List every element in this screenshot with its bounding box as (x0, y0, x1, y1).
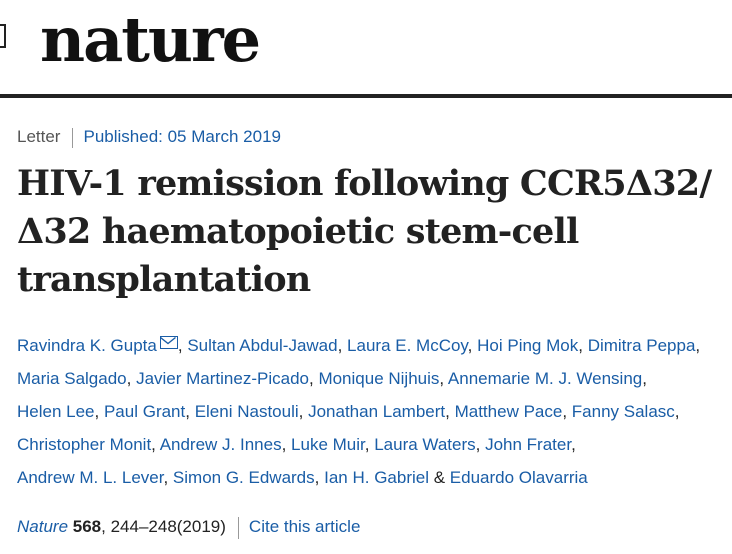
author-link[interactable]: Javier Martinez-Picado (136, 369, 309, 388)
meta-separator (72, 127, 74, 148)
author-link[interactable]: Fanny Salasc (571, 402, 675, 421)
author-link[interactable]: Andrew J. Innes (159, 435, 282, 454)
article-meta: Letter Published: 05 March 2019 (17, 126, 281, 148)
author-separator: , (151, 435, 160, 454)
author-link[interactable]: Laura Waters (374, 435, 476, 454)
author-link[interactable]: John Frater (485, 435, 572, 454)
author-separator: , (281, 435, 292, 454)
author-link[interactable]: Maria Salgado (17, 369, 127, 388)
site-header: nature (0, 0, 732, 98)
author-separator: , (562, 402, 572, 421)
author-link[interactable]: Monique Nijhuis (318, 369, 440, 388)
article-type: Letter (17, 127, 61, 146)
citation-line: Nature 568, 244–248(2019) Cite this artic… (17, 515, 360, 539)
author-list: Ravindra K. Gupta, Sultan Abdul-Jawad, L… (17, 329, 717, 494)
cite-this-article-link[interactable]: Cite this article (248, 517, 361, 536)
author-link[interactable]: Annemarie M. J. Wensing (447, 369, 643, 388)
author-separator: , (695, 336, 701, 355)
author-separator: & (429, 468, 450, 487)
citation-separator (237, 516, 239, 539)
author-link[interactable]: Helen Lee (17, 402, 95, 421)
author-link[interactable]: Andrew M. L. Lever (17, 468, 164, 487)
author-separator: , (94, 402, 104, 421)
author-link[interactable]: Ian H. Gabriel (324, 468, 429, 487)
menu-edge-marker[interactable] (0, 24, 6, 48)
author-separator: , (445, 402, 455, 421)
header-divider (0, 94, 732, 98)
author-separator: , (298, 402, 309, 421)
author-link[interactable]: Laura E. McCoy (347, 336, 468, 355)
author-link[interactable]: Ravindra K. Gupta (17, 336, 178, 355)
author-link[interactable]: Luke Muir (291, 435, 365, 454)
author-separator: , (642, 369, 647, 388)
published-date: Published: 05 March 2019 (83, 127, 282, 146)
author-separator: , (578, 336, 588, 355)
author-separator: , (314, 468, 325, 487)
volume-number: 568 (72, 517, 102, 536)
author-link[interactable]: Eleni Nastouli (194, 402, 299, 421)
author-separator: , (185, 402, 195, 421)
author-separator: , (467, 336, 478, 355)
author-separator: , (674, 402, 680, 421)
author-separator: , (308, 369, 319, 388)
author-separator: , (439, 369, 448, 388)
author-separator: , (126, 369, 137, 388)
author-separator: , (475, 435, 486, 454)
author-separator: , (571, 435, 576, 454)
author-link[interactable]: Simon G. Edwards (172, 468, 315, 487)
author-link[interactable]: Dimitra Peppa (587, 336, 696, 355)
author-separator: , (337, 336, 348, 355)
author-link[interactable]: Jonathan Lambert (308, 402, 446, 421)
author-link[interactable]: Hoi Ping Mok (477, 336, 579, 355)
author-link[interactable]: Christopher Monit (17, 435, 152, 454)
author-separator: , (163, 468, 173, 487)
journal-name[interactable]: Nature (17, 517, 69, 536)
author-link[interactable]: Eduardo Olavarria (449, 468, 588, 487)
author-link[interactable]: Matthew Pace (454, 402, 563, 421)
author-separator: , (177, 336, 188, 355)
author-link[interactable]: Sultan Abdul-Jawad (187, 336, 338, 355)
nature-logo[interactable]: nature (40, 3, 261, 76)
article-title: HIV-1 remission following CCR5Δ32/Δ32 ha… (17, 163, 712, 300)
author-separator: , (364, 435, 375, 454)
author-link[interactable]: Paul Grant (103, 402, 186, 421)
envelope-icon[interactable] (159, 336, 178, 349)
page-range: , 244–248(2019) (101, 517, 226, 536)
